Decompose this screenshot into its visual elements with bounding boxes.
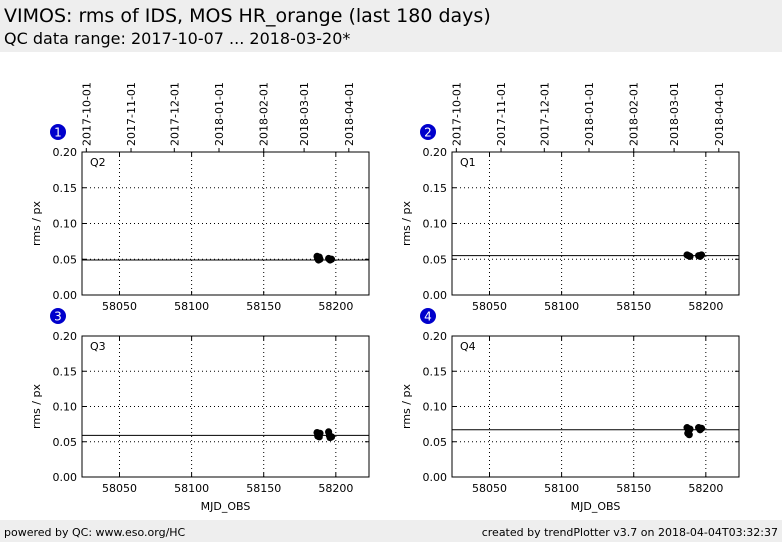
date-tick-label: 2017-12-01 (538, 82, 551, 146)
panel-badge-number: 4 (424, 310, 432, 324)
footer-created: created by trendPlotter v3.7 on 2018-04-… (481, 526, 778, 539)
y-tick-label: 0.20 (423, 146, 448, 159)
x-tick-label: 58150 (616, 482, 651, 495)
y-axis-label: rms / px (30, 201, 43, 246)
x-tick-label: 58150 (616, 300, 651, 313)
x-tick-label: 58200 (688, 300, 723, 313)
chart-panel-3: 58050 58100 58150 58200 0.00 0.05 0.10 0.15 0.20… (30, 308, 370, 513)
x-tick-label: 58050 (102, 482, 137, 495)
chart-panel-2: 58050 58100 58150 58200 0.00 0.05 0.10 0.15 0.20… (400, 82, 740, 313)
date-tick-label: 2017-11-01 (125, 82, 138, 146)
plot-frame (81, 335, 370, 478)
y-axis-label: rms / px (400, 201, 413, 246)
y-tick-label: 0.05 (53, 436, 78, 449)
date-tick-label: 2018-01-01 (583, 82, 596, 146)
x-tick-label: 58200 (318, 300, 353, 313)
panel-badge (420, 124, 436, 140)
x-tick-label: 58150 (246, 300, 281, 313)
y-tick-label: 0.15 (53, 365, 78, 378)
x-tick-label: 58100 (174, 482, 209, 495)
date-tick-label: 2017-11-01 (495, 82, 508, 146)
date-tick-label: 2018-01-01 (213, 82, 226, 146)
footer-bar: powered by QC: www.eso.org/HC created by… (0, 520, 782, 542)
y-tick-label: 0.05 (53, 253, 78, 266)
panel-badge (420, 308, 436, 324)
y-tick-label: 0.10 (423, 401, 448, 414)
y-tick-label: 0.15 (423, 182, 448, 195)
x-tick-label: 58050 (102, 300, 137, 313)
x-axis-label: MJD_OBS (201, 500, 251, 513)
y-tick-label: 0.20 (53, 146, 78, 159)
date-tick-label: 2018-04-01 (343, 82, 356, 146)
data-point (686, 252, 694, 260)
y-tick-label: 0.15 (53, 182, 78, 195)
panel-label: Q2 (90, 156, 106, 169)
y-tick-label: 0.10 (53, 218, 78, 231)
y-tick-label: 0.00 (423, 289, 448, 302)
y-tick-label: 0.15 (423, 365, 448, 378)
page-title: VIMOS: rms of IDS, MOS HR_orange (last 1… (4, 5, 491, 27)
chart-panel-1: 58050 58100 58150 58200 0.00 0.05 0.10 0.15 0.20… (30, 82, 370, 313)
footer-credit: powered by QC: www.eso.org/HC (4, 526, 186, 539)
x-tick-label: 58050 (472, 300, 507, 313)
panel-badge-number: 2 (424, 126, 432, 140)
data-point (327, 433, 336, 441)
x-tick-label: 58100 (174, 300, 209, 313)
data-point (697, 251, 706, 259)
header-bar: VIMOS: rms of IDS, MOS HR_orange (last 1… (0, 0, 782, 52)
date-tick-label: 2018-02-01 (628, 82, 641, 146)
date-tick-label: 2018-03-01 (668, 82, 681, 146)
panel-label: Q1 (460, 156, 476, 169)
date-tick-label: 2018-03-01 (298, 82, 311, 146)
y-tick-label: 0.05 (423, 436, 448, 449)
panel-badge-number: 1 (54, 126, 62, 140)
x-axis-label: MJD_OBS (571, 500, 621, 513)
y-tick-label: 0.05 (423, 253, 448, 266)
x-tick-label: 58100 (544, 300, 579, 313)
panel-badge-number: 3 (54, 310, 62, 324)
y-tick-label: 0.10 (53, 401, 78, 414)
chart-panel-4: 58050 58100 58150 58200 0.00 0.05 0.10 0.15 0.20… (400, 308, 740, 513)
x-tick-label: 58200 (688, 482, 723, 495)
y-axis-label: rms / px (30, 384, 43, 429)
plot-frame (81, 151, 370, 296)
y-tick-label: 0.00 (423, 471, 448, 484)
data-point (316, 429, 324, 437)
panel-badge (50, 308, 66, 324)
x-tick-label: 58150 (246, 482, 281, 495)
y-tick-label: 0.00 (53, 289, 78, 302)
x-tick-label: 58050 (472, 482, 507, 495)
plot-frame (451, 335, 740, 478)
panel-label: Q4 (460, 340, 476, 353)
plot-frame (451, 151, 740, 296)
x-tick-label: 58100 (544, 482, 579, 495)
y-axis-label: rms / px (400, 384, 413, 429)
data-point (697, 424, 706, 432)
y-tick-label: 0.20 (53, 330, 78, 343)
page-subtitle: QC data range: 2017-10-07 ... 2018-03-20… (4, 29, 351, 48)
data-point (685, 431, 693, 439)
y-tick-label: 0.20 (423, 330, 448, 343)
panel-badge (50, 124, 66, 140)
x-tick-label: 58200 (318, 482, 353, 495)
data-point (686, 425, 694, 433)
date-tick-label: 2017-10-01 (80, 82, 93, 146)
date-tick-label: 2017-10-01 (450, 82, 463, 146)
data-point (327, 255, 336, 263)
date-tick-label: 2018-04-01 (713, 82, 726, 146)
panel-label: Q3 (90, 340, 106, 353)
date-tick-label: 2017-12-01 (168, 82, 181, 146)
y-tick-label: 0.00 (53, 471, 78, 484)
data-point (316, 255, 324, 263)
date-tick-label: 2018-02-01 (258, 82, 271, 146)
y-tick-label: 0.10 (423, 218, 448, 231)
